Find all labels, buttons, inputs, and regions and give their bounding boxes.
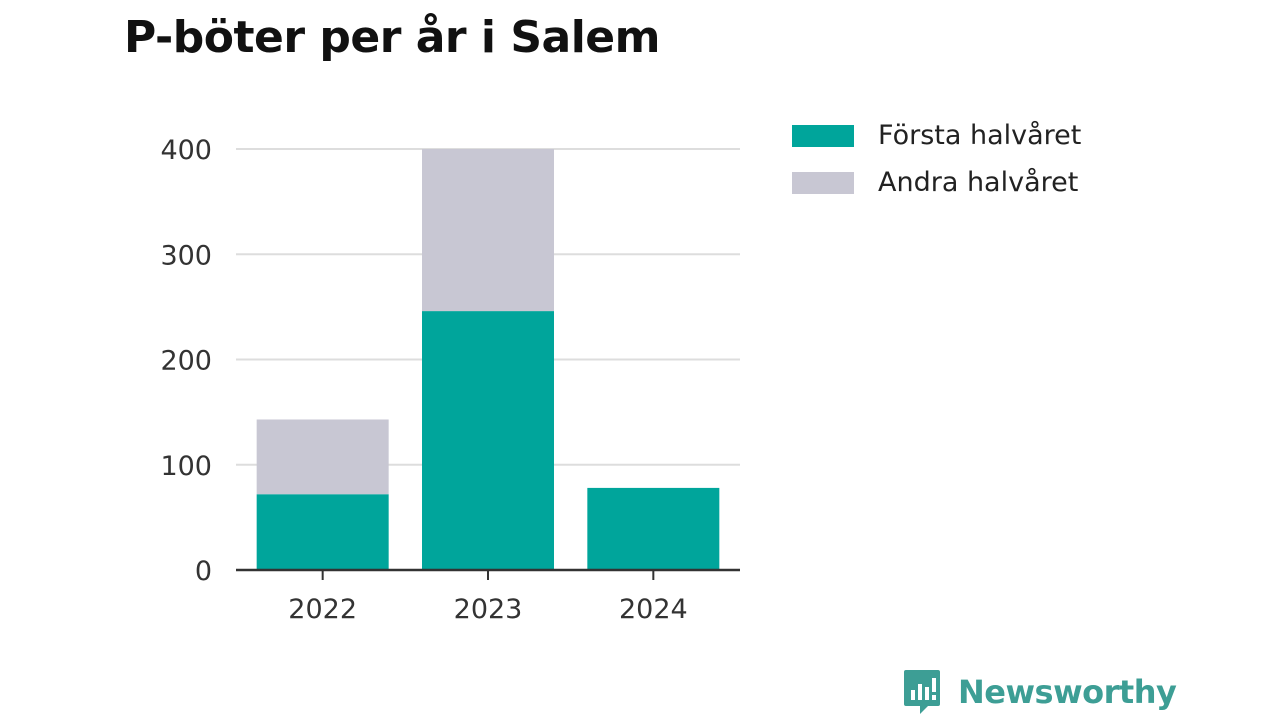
x-tick-label-2024: 2024 [619, 594, 688, 625]
y-tick-label-400: 400 [160, 135, 212, 166]
brand-name: Newsworthy [958, 673, 1177, 711]
brand-logo: Newsworthy [902, 668, 1177, 716]
y-tick-label-300: 300 [160, 240, 212, 271]
newsworthy-logo-icon [904, 670, 940, 714]
y-tick-label-200: 200 [160, 346, 212, 377]
bar-2024-series-1 [587, 487, 720, 570]
legend-item-second-half: Andra halvåret [792, 159, 1081, 206]
legend-swatch-first-half [792, 124, 854, 147]
y-tick-label-0: 0 [195, 556, 212, 587]
bar-2023-series-2 [422, 149, 554, 312]
bar-2022-series-2 [256, 419, 389, 495]
legend-swatch-second-half [792, 171, 854, 194]
y-tick-label-100: 100 [160, 451, 212, 482]
legend-label-first-half: Första halvåret [878, 120, 1082, 151]
legend-label-second-half: Andra halvåret [878, 167, 1079, 198]
x-tick-label-2022: 2022 [288, 594, 357, 625]
legend-item-first-half: Första halvåret [792, 112, 1081, 159]
chart-legend: Första halvåret Andra halvåret [792, 112, 1081, 206]
x-tick-label-2023: 2023 [454, 594, 523, 625]
chart-title: P-böter per år i Salem [124, 12, 660, 63]
bar-2022-series-1 [256, 494, 389, 570]
bar-2023-series-1 [422, 311, 554, 570]
